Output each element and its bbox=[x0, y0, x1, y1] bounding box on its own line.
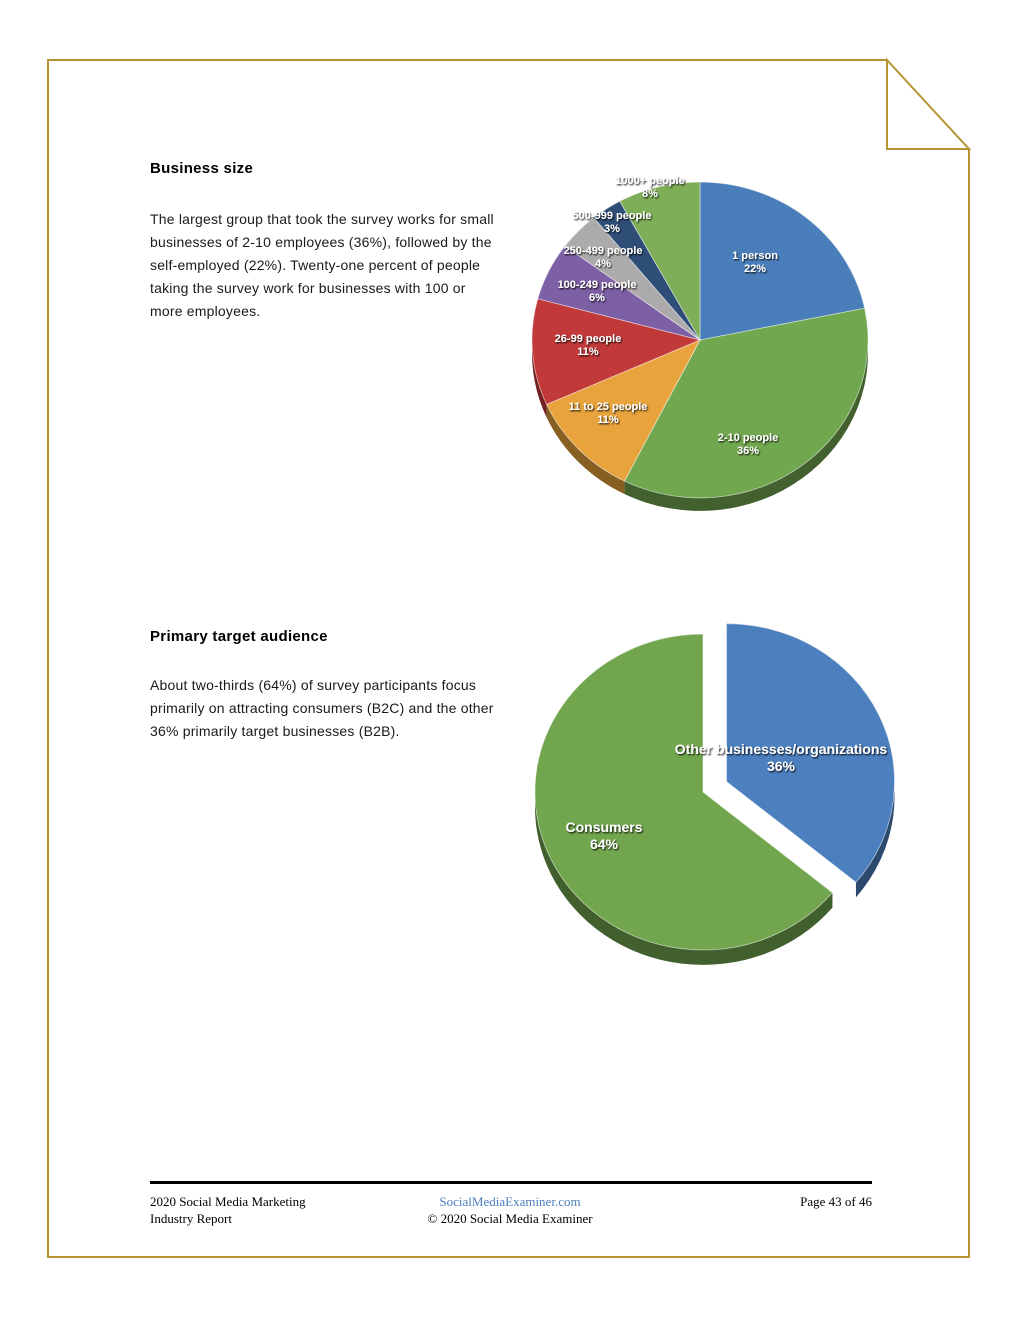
pie-slice-label: 2-10 people 36% bbox=[718, 432, 779, 457]
pie-slice-side bbox=[532, 298, 547, 418]
footer-report-title-line2: Industry Report bbox=[150, 1211, 232, 1226]
footer-report-title: 2020 Social Media Marketing Industry Rep… bbox=[150, 1193, 306, 1227]
target-audience-pie-chart: Other businesses/organizations 36% Consume… bbox=[534, 623, 895, 965]
business-size-pie-chart: 1 person 22% 2-10 people 36% 11 to 25 people… bbox=[531, 175, 869, 511]
pie-slice-side bbox=[534, 634, 833, 965]
pie-slice-label: 1000+ people 8% bbox=[615, 175, 684, 200]
pie-slice-label: Other businesses/organizations 36% bbox=[675, 741, 888, 774]
pie-slice bbox=[534, 633, 834, 951]
pie-slice bbox=[531, 298, 702, 405]
page-fold-flap bbox=[886, 57, 972, 150]
section-body-business-size: The largest group that took the survey w… bbox=[150, 211, 494, 319]
page-border-right bbox=[968, 148, 970, 1258]
page-border-bottom bbox=[47, 1256, 970, 1258]
section-body-target-audience: About two-thirds (64%) of survey partici… bbox=[150, 677, 494, 739]
pie-slice-side bbox=[546, 404, 625, 495]
footer-report-title-line1: 2020 Social Media Marketing bbox=[150, 1194, 306, 1209]
pie-slice bbox=[619, 181, 701, 342]
section-heading-business-size: Business size bbox=[150, 160, 254, 178]
pie-slice-label: 1 person 22% bbox=[732, 250, 778, 275]
pie-slice-label: 500-999 people 3% bbox=[573, 210, 652, 235]
footer-center: SocialMediaExaminer.com © 2020 Social Me… bbox=[330, 1193, 690, 1227]
pie-slice bbox=[699, 181, 866, 341]
footer-website-link[interactable]: SocialMediaExaminer.com bbox=[439, 1194, 581, 1209]
pie-slice-label: 100-249 people 6% bbox=[558, 279, 637, 304]
section-heading-target-audience: Primary target audience bbox=[150, 628, 328, 646]
pie-slice-label: 26-99 people 11% bbox=[555, 333, 622, 358]
footer-copyright: © 2020 Social Media Examiner bbox=[427, 1211, 593, 1226]
pie-slice-label: 11 to 25 people 11% bbox=[569, 401, 648, 426]
page-border-left bbox=[47, 59, 49, 1258]
page-border-top bbox=[47, 59, 887, 61]
footer-divider bbox=[150, 1181, 872, 1184]
pie-slice-label: 250-499 people 4% bbox=[564, 245, 643, 270]
pie-slice bbox=[546, 339, 701, 482]
pie-slice bbox=[623, 307, 869, 499]
pie-slice bbox=[726, 623, 895, 883]
footer-page-number: Page 43 of 46 bbox=[800, 1194, 872, 1209]
page-fold-corner bbox=[886, 57, 972, 150]
pie-slice-label: Consumers 64% bbox=[565, 819, 642, 852]
